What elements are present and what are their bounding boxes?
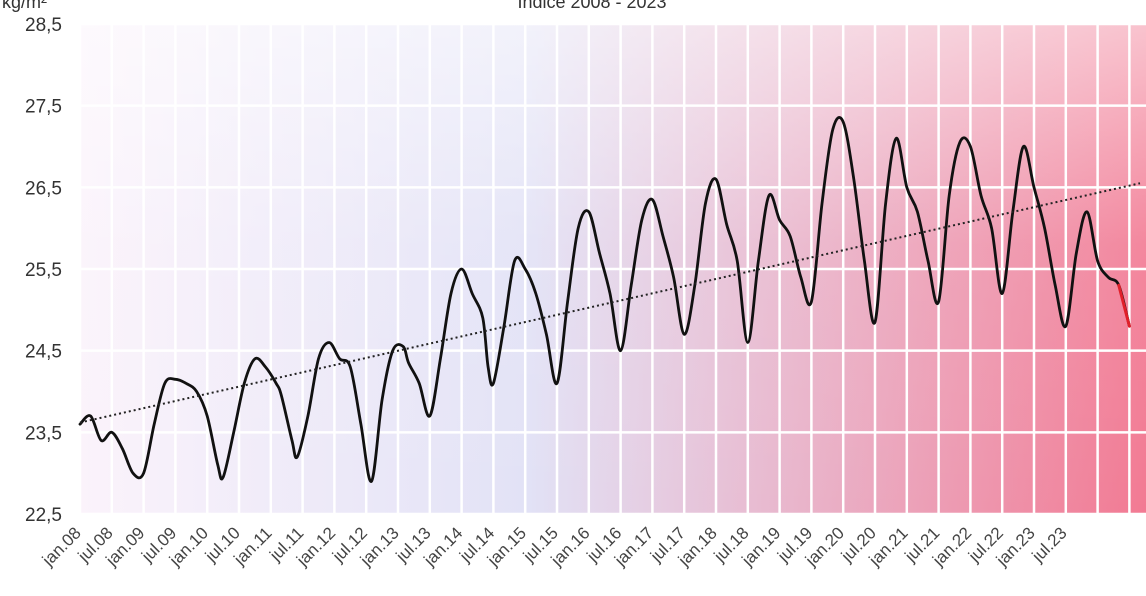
y-tick-label: 26,5 bbox=[25, 178, 62, 199]
y-tick-label: 24,5 bbox=[25, 342, 62, 363]
header-left-label: kg/m² bbox=[2, 0, 47, 12]
series-layer bbox=[78, 116, 1141, 483]
x-tick-label: jul.23 bbox=[1028, 523, 1071, 566]
x-tick-label: jan.08 bbox=[38, 523, 85, 570]
y-axis-ticks: 28,5 27,5 26,5 25,5 24,5 23,5 22,5 bbox=[25, 15, 62, 526]
series-line-tail bbox=[1117, 283, 1131, 328]
x-axis-ticks: jan.08jul.08jan.09jul.09jan.10jul.10jan.… bbox=[38, 523, 1071, 570]
y-tick-label: 25,5 bbox=[25, 260, 62, 281]
series-line bbox=[78, 116, 1131, 483]
chart-title: Índice 2008 - 2023 bbox=[517, 0, 666, 12]
y-tick-label: 22,5 bbox=[25, 505, 62, 526]
grid bbox=[78, 22, 1146, 516]
y-tick-label: 28,5 bbox=[25, 15, 62, 36]
y-tick-label: 23,5 bbox=[25, 423, 62, 444]
y-tick-label: 27,5 bbox=[25, 97, 62, 118]
trend-line bbox=[79, 182, 1141, 424]
